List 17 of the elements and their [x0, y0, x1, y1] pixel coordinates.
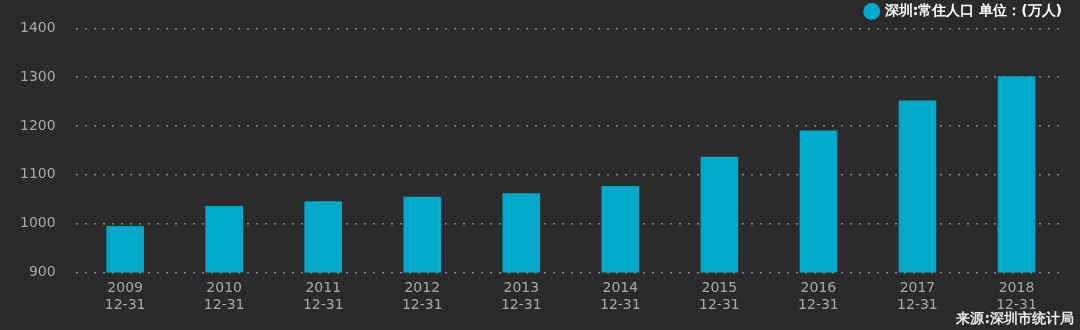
- x-tick-label: 2012 12-31: [401, 279, 443, 313]
- x-tick-label: 2017 12-31: [897, 279, 938, 313]
- x-tick-label: 2016 12-31: [798, 279, 839, 313]
- x-tick-label: 2011 12-31: [302, 279, 344, 313]
- legend-label: 深圳:常住人口 单位：(万人): [883, 2, 1063, 19]
- x-tick-label: 2014 12-31: [599, 279, 641, 313]
- y-tick-label: 1100: [19, 165, 56, 182]
- y-tick-label: 1000: [19, 214, 56, 231]
- x-tick-label: 2015 12-31: [699, 279, 740, 313]
- y-tick-label: 1200: [19, 116, 56, 133]
- x-tick-label: 2013 12-31: [500, 279, 542, 313]
- y-tick-label: 1300: [19, 67, 56, 84]
- x-tick-label: 2009 12-31: [104, 279, 146, 313]
- y-tick-label: 1400: [19, 19, 56, 36]
- x-tick-label: 2010 12-31: [203, 279, 245, 313]
- y-tick-label: 900: [28, 263, 56, 280]
- source-note: 来源:深圳市统计局: [955, 309, 1074, 326]
